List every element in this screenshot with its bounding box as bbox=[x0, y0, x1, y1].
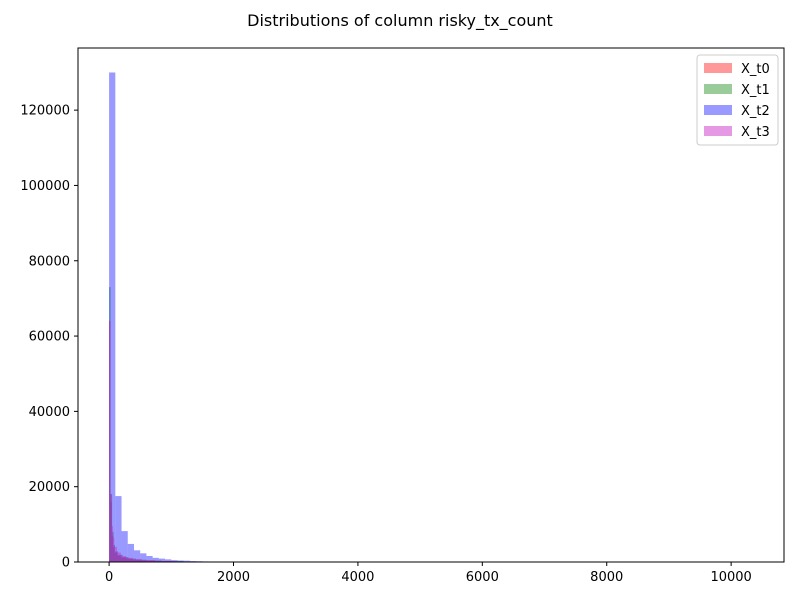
y-tick-label: 60000 bbox=[29, 330, 70, 345]
bar-X_t2-1 bbox=[115, 496, 122, 562]
bar-X_t2-8 bbox=[158, 558, 166, 562]
y-tick-label: 100000 bbox=[20, 179, 70, 194]
bar-X_t2-7 bbox=[152, 557, 159, 562]
x-tick-label: 6000 bbox=[466, 570, 499, 585]
x-tick-label: 8000 bbox=[590, 570, 623, 585]
bar-X_t3-8 bbox=[132, 558, 142, 562]
bar-X_t3-2 bbox=[111, 526, 114, 562]
y-tick-label: 0 bbox=[62, 556, 70, 571]
bar-X_t2-9 bbox=[165, 559, 172, 562]
y-tick-label: 80000 bbox=[29, 254, 70, 269]
bar-X_t3-5 bbox=[116, 552, 121, 562]
legend-label-X_t0: X_t0 bbox=[741, 62, 770, 77]
bar-X_t3-0 bbox=[109, 321, 111, 562]
x-tick-label: 0 bbox=[105, 570, 113, 585]
bar-X_t2-12 bbox=[183, 560, 190, 562]
bar-X_t3-1 bbox=[110, 494, 112, 562]
bar-X_t2-4 bbox=[133, 550, 141, 562]
legend-label-X_t1: X_t1 bbox=[741, 83, 770, 98]
bar-X_t3-7 bbox=[126, 557, 133, 562]
y-tick-label: 40000 bbox=[29, 405, 70, 420]
y-tick-label: 120000 bbox=[20, 104, 70, 119]
legend: X_t0 X_t1 X_t2 X_t3 bbox=[696, 54, 779, 146]
bar-X_t2-11 bbox=[177, 560, 184, 562]
bar-X_t3-9 bbox=[141, 560, 155, 562]
legend-label-X_t3: X_t3 bbox=[741, 125, 770, 140]
legend-swatch-X_t3 bbox=[704, 126, 732, 136]
y-tick-label: 20000 bbox=[29, 480, 70, 495]
legend-label-X_t2: X_t2 bbox=[741, 104, 770, 119]
legend-swatch-X_t0 bbox=[704, 63, 732, 73]
x-tick-label: 10000 bbox=[710, 570, 751, 585]
bar-X_t2-2 bbox=[121, 531, 128, 562]
x-tick-label: 4000 bbox=[341, 570, 374, 585]
legend-swatch-X_t1 bbox=[704, 84, 732, 94]
bar-X_t3-4 bbox=[114, 546, 117, 562]
bar-X_t3-10 bbox=[154, 560, 175, 562]
axes-layer: 0 2000 4000 6000 8000 10000020000400006000080… bbox=[20, 47, 785, 585]
bar-X_t2-6 bbox=[146, 555, 153, 562]
x-tick-label: 2000 bbox=[217, 570, 250, 585]
series-X_t0 bbox=[109, 321, 197, 562]
bars-layer bbox=[109, 72, 246, 562]
bar-X_t2-3 bbox=[127, 543, 134, 562]
series-X_t3 bbox=[109, 321, 197, 562]
bar-X_t2-5 bbox=[140, 553, 147, 562]
bar-X_t3-3 bbox=[113, 537, 115, 562]
plot-frame bbox=[77, 47, 785, 563]
bar-X_t3-6 bbox=[120, 555, 127, 562]
legend-swatch-X_t2 bbox=[704, 105, 732, 115]
legend-box bbox=[696, 54, 779, 146]
bar-X_t2-0 bbox=[109, 72, 116, 562]
chart-title: Distributions of column risky_tx_count bbox=[247, 11, 553, 31]
series-X_t2 bbox=[109, 72, 246, 562]
series-X_t1 bbox=[109, 287, 209, 562]
